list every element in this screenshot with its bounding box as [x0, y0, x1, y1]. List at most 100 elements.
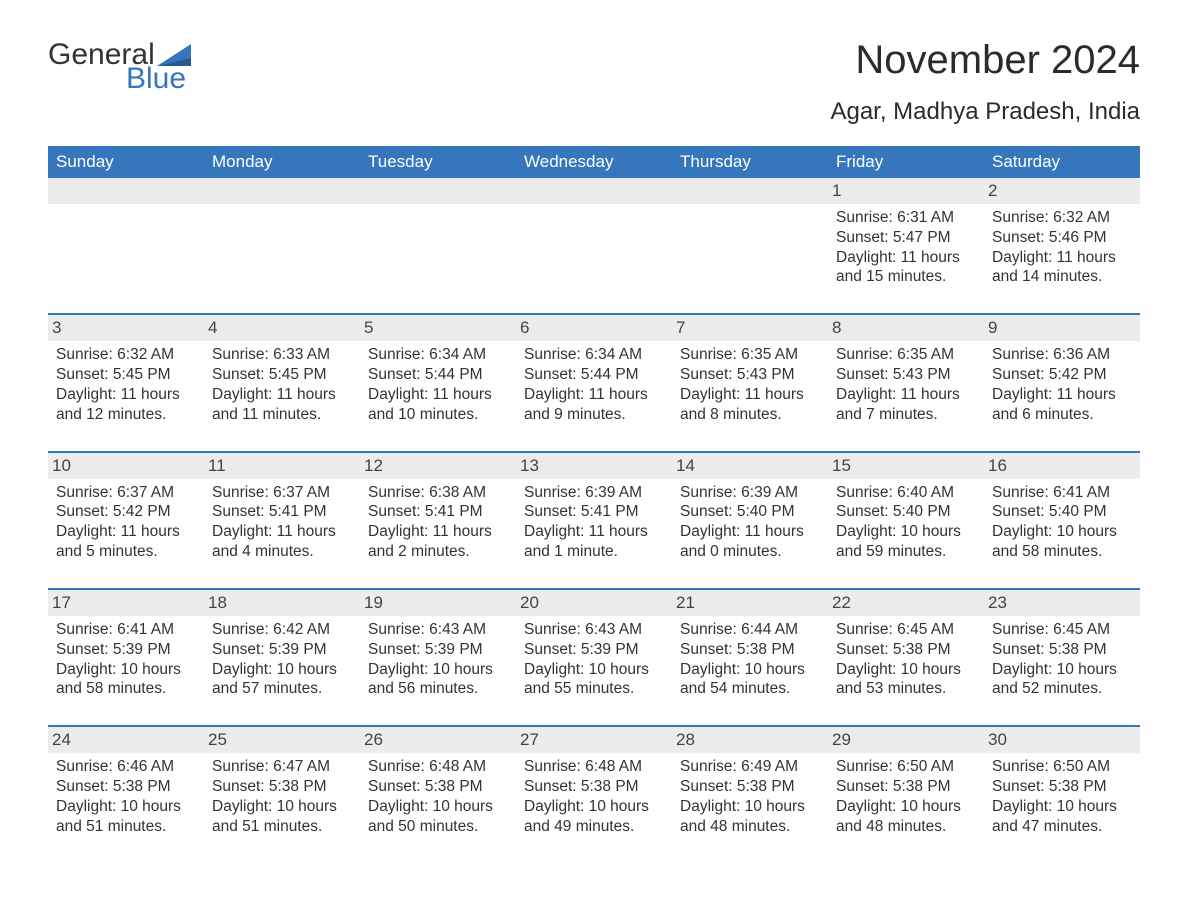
day-details: Sunrise: 6:39 AMSunset: 5:40 PMDaylight:…: [680, 483, 820, 562]
day-number: 14: [672, 453, 828, 479]
empty-cell: [672, 178, 828, 314]
day-details: Sunrise: 6:32 AMSunset: 5:46 PMDaylight:…: [992, 208, 1132, 287]
day-number: 1: [828, 178, 984, 204]
day-details: Sunrise: 6:43 AMSunset: 5:39 PMDaylight:…: [368, 620, 508, 699]
day-cell: 7Sunrise: 6:35 AMSunset: 5:43 PMDaylight…: [672, 315, 828, 451]
day-details: Sunrise: 6:34 AMSunset: 5:44 PMDaylight:…: [368, 345, 508, 424]
day-cell: 24Sunrise: 6:46 AMSunset: 5:38 PMDayligh…: [48, 727, 204, 862]
day-number: [204, 178, 360, 204]
day-cell: 18 Sunrise: 6:42 AMSunset: 5:39 PMDayligh…: [204, 590, 360, 726]
day-number: 7: [672, 315, 828, 341]
day-number: 18: [204, 590, 360, 616]
day-number: 3: [48, 315, 204, 341]
day-cell: 30 Sunrise: 6:50 AMSunset: 5:38 PMDayligh…: [984, 727, 1140, 862]
day-number: 16: [984, 453, 1140, 479]
dow-header: Sunday: [48, 146, 204, 178]
day-cell: 21Sunrise: 6:44 AMSunset: 5:38 PMDayligh…: [672, 590, 828, 726]
day-cell: 20Sunrise: 6:43 AMSunset: 5:39 PMDayligh…: [516, 590, 672, 726]
day-number: 5: [360, 315, 516, 341]
day-number: 24: [48, 727, 204, 753]
day-details: Sunrise: 6:31 AMSunset: 5:47 PMDaylight:…: [836, 208, 976, 287]
day-details: Sunrise: 6:48 AMSunset: 5:38 PMDaylight:…: [524, 757, 664, 836]
day-cell: 25Sunrise: 6:47 AMSunset: 5:38 PMDayligh…: [204, 727, 360, 862]
day-of-week-row: SundayMondayTuesdayWednesdayThursdayFrid…: [48, 146, 1140, 178]
dow-header: Tuesday: [360, 146, 516, 178]
day-number: 23: [984, 590, 1140, 616]
day-cell: 17 Sunrise: 6:41 AMSunset: 5:39 PMDayligh…: [48, 590, 204, 726]
day-number: 2: [984, 178, 1140, 204]
day-details: Sunrise: 6:42 AMSunset: 5:39 PMDaylight:…: [212, 620, 352, 699]
week-row: 24Sunrise: 6:46 AMSunset: 5:38 PMDayligh…: [48, 727, 1140, 862]
empty-cell: [204, 178, 360, 314]
day-cell: 3 Sunrise: 6:32 AMSunset: 5:45 PMDaylight…: [48, 315, 204, 451]
day-details: Sunrise: 6:47 AMSunset: 5:38 PMDaylight:…: [212, 757, 352, 836]
day-cell: 5 Sunrise: 6:34 AMSunset: 5:44 PMDaylight…: [360, 315, 516, 451]
day-cell: 2 Sunrise: 6:32 AMSunset: 5:46 PMDaylight…: [984, 178, 1140, 314]
day-details: Sunrise: 6:37 AMSunset: 5:41 PMDaylight:…: [212, 483, 352, 562]
day-number: 6: [516, 315, 672, 341]
week-row: 3 Sunrise: 6:32 AMSunset: 5:45 PMDaylight…: [48, 315, 1140, 451]
week-row: 10Sunrise: 6:37 AMSunset: 5:42 PMDayligh…: [48, 453, 1140, 589]
day-number: 19: [360, 590, 516, 616]
day-cell: 6 Sunrise: 6:34 AMSunset: 5:44 PMDaylight…: [516, 315, 672, 451]
day-number: 15: [828, 453, 984, 479]
day-number: 9: [984, 315, 1140, 341]
day-number: 26: [360, 727, 516, 753]
day-details: Sunrise: 6:45 AMSunset: 5:38 PMDaylight:…: [992, 620, 1132, 699]
day-cell: 9 Sunrise: 6:36 AMSunset: 5:42 PMDaylight…: [984, 315, 1140, 451]
day-details: Sunrise: 6:50 AMSunset: 5:38 PMDaylight:…: [836, 757, 976, 836]
day-details: Sunrise: 6:43 AMSunset: 5:39 PMDaylight:…: [524, 620, 664, 699]
day-cell: 19 Sunrise: 6:43 AMSunset: 5:39 PMDayligh…: [360, 590, 516, 726]
day-details: Sunrise: 6:41 AMSunset: 5:39 PMDaylight:…: [56, 620, 196, 699]
brand-word2: Blue: [126, 64, 191, 94]
day-cell: 28Sunrise: 6:49 AMSunset: 5:38 PMDayligh…: [672, 727, 828, 862]
day-details: Sunrise: 6:45 AMSunset: 5:38 PMDaylight:…: [836, 620, 976, 699]
day-cell: 10Sunrise: 6:37 AMSunset: 5:42 PMDayligh…: [48, 453, 204, 589]
day-details: Sunrise: 6:48 AMSunset: 5:38 PMDaylight:…: [368, 757, 508, 836]
day-number: [360, 178, 516, 204]
day-details: Sunrise: 6:35 AMSunset: 5:43 PMDaylight:…: [836, 345, 976, 424]
day-number: 13: [516, 453, 672, 479]
day-details: Sunrise: 6:38 AMSunset: 5:41 PMDaylight:…: [368, 483, 508, 562]
day-cell: 8 Sunrise: 6:35 AMSunset: 5:43 PMDaylight…: [828, 315, 984, 451]
day-cell: 27 Sunrise: 6:48 AMSunset: 5:38 PMDayligh…: [516, 727, 672, 862]
day-details: Sunrise: 6:34 AMSunset: 5:44 PMDaylight:…: [524, 345, 664, 424]
day-number: 17: [48, 590, 204, 616]
day-cell: 12Sunrise: 6:38 AMSunset: 5:41 PMDayligh…: [360, 453, 516, 589]
day-cell: 22Sunrise: 6:45 AMSunset: 5:38 PMDayligh…: [828, 590, 984, 726]
day-details: Sunrise: 6:32 AMSunset: 5:45 PMDaylight:…: [56, 345, 196, 424]
day-number: 8: [828, 315, 984, 341]
dow-header: Wednesday: [516, 146, 672, 178]
day-cell: 4 Sunrise: 6:33 AMSunset: 5:45 PMDaylight…: [204, 315, 360, 451]
day-cell: 23 Sunrise: 6:45 AMSunset: 5:38 PMDayligh…: [984, 590, 1140, 726]
day-number: 21: [672, 590, 828, 616]
day-details: Sunrise: 6:50 AMSunset: 5:38 PMDaylight:…: [992, 757, 1132, 836]
day-details: Sunrise: 6:41 AMSunset: 5:40 PMDaylight:…: [992, 483, 1132, 562]
empty-cell: [516, 178, 672, 314]
day-details: Sunrise: 6:36 AMSunset: 5:42 PMDaylight:…: [992, 345, 1132, 424]
day-number: 28: [672, 727, 828, 753]
day-cell: 1 Sunrise: 6:31 AMSunset: 5:47 PMDaylight…: [828, 178, 984, 314]
day-details: Sunrise: 6:33 AMSunset: 5:45 PMDaylight:…: [212, 345, 352, 424]
day-details: Sunrise: 6:37 AMSunset: 5:42 PMDaylight:…: [56, 483, 196, 562]
empty-cell: [360, 178, 516, 314]
header: General Blue November 2024 Agar, Madhya …: [48, 40, 1140, 138]
day-number: 11: [204, 453, 360, 479]
day-cell: 29Sunrise: 6:50 AMSunset: 5:38 PMDayligh…: [828, 727, 984, 862]
day-number: 30: [984, 727, 1140, 753]
day-number: 27: [516, 727, 672, 753]
day-number: 4: [204, 315, 360, 341]
day-cell: 26 Sunrise: 6:48 AMSunset: 5:38 PMDayligh…: [360, 727, 516, 862]
day-number: [48, 178, 204, 204]
dow-header: Monday: [204, 146, 360, 178]
day-number: [672, 178, 828, 204]
week-row: 1 Sunrise: 6:31 AMSunset: 5:47 PMDaylight…: [48, 178, 1140, 314]
month-title: November 2024: [830, 40, 1140, 80]
week-row: 17 Sunrise: 6:41 AMSunset: 5:39 PMDayligh…: [48, 590, 1140, 726]
location-text: Agar, Madhya Pradesh, India: [830, 98, 1140, 126]
day-cell: 15Sunrise: 6:40 AMSunset: 5:40 PMDayligh…: [828, 453, 984, 589]
day-cell: 13Sunrise: 6:39 AMSunset: 5:41 PMDayligh…: [516, 453, 672, 589]
day-cell: 16 Sunrise: 6:41 AMSunset: 5:40 PMDayligh…: [984, 453, 1140, 589]
day-cell: 14 Sunrise: 6:39 AMSunset: 5:40 PMDayligh…: [672, 453, 828, 589]
dow-header: Friday: [828, 146, 984, 178]
